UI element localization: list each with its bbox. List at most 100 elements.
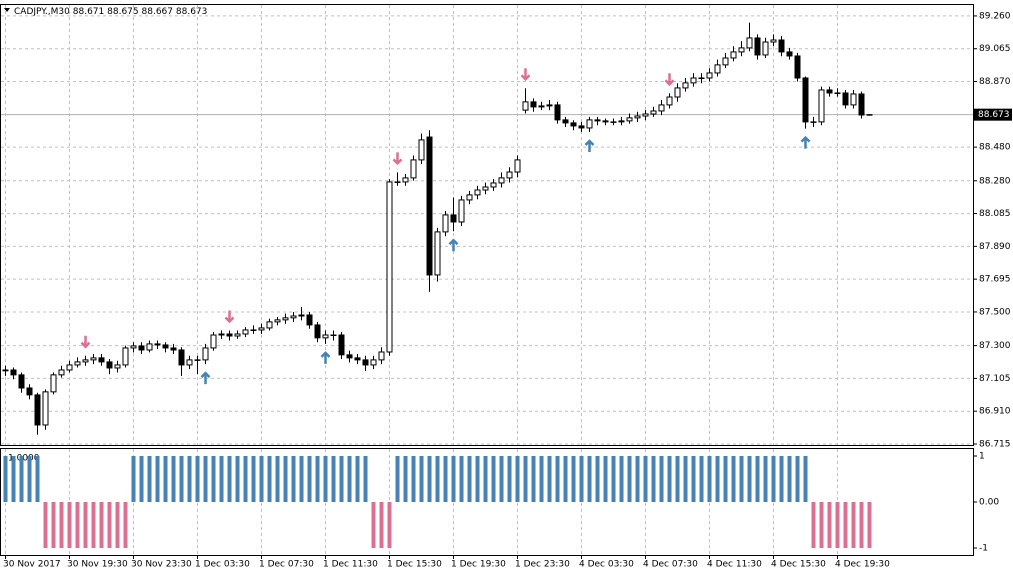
indicator-bar	[619, 455, 624, 502]
candle-body	[10, 369, 17, 376]
candle-body	[442, 214, 449, 233]
header: CADJPY.,M30 88.671 88.675 88.667 88.673	[4, 7, 207, 17]
x-tick-label: 30 Nov 23:30	[131, 560, 192, 570]
candle-body	[754, 37, 761, 56]
sell-arrow	[224, 310, 235, 324]
candle-body	[730, 51, 737, 59]
candle-body	[106, 361, 113, 369]
candle-body	[314, 324, 321, 339]
indicator-bar	[3, 455, 8, 502]
indicator-bar	[827, 502, 832, 549]
indicator-bar	[411, 455, 416, 502]
candle-body	[274, 319, 281, 323]
indicator-bar	[267, 455, 272, 502]
x-tick-label: 1 Dec 15:30	[387, 560, 442, 570]
candle-body	[714, 64, 721, 74]
indicator-bar	[419, 455, 424, 502]
indicator-bar	[835, 502, 840, 549]
sell-arrow	[80, 335, 91, 349]
candle-body	[834, 92, 841, 94]
x-tick-label: 4 Dec 15:30	[771, 560, 826, 570]
candle-body	[858, 93, 865, 116]
candle-body	[554, 104, 561, 121]
candle-body	[530, 101, 537, 108]
candle-body	[586, 119, 593, 129]
indicator-bar	[371, 502, 376, 549]
indicator-bar	[91, 502, 96, 549]
y-tick-label: 89.065	[979, 44, 1011, 54]
candle-body	[162, 344, 169, 349]
indicator-bar	[507, 455, 512, 502]
candle-body	[450, 214, 457, 223]
indicator-bar	[483, 455, 488, 502]
candle-body	[346, 354, 353, 359]
x-tick-label: 4 Dec 07:30	[643, 560, 698, 570]
candle-body	[50, 374, 57, 393]
indicator-bar	[35, 455, 40, 502]
indicator-bar	[315, 455, 320, 502]
candle-body	[650, 110, 657, 115]
indicator-bar	[171, 455, 176, 502]
indicator-bar	[163, 455, 168, 502]
main-panel	[0, 4, 974, 446]
y-tick-label: 88.085	[979, 209, 1011, 219]
indicator-bar	[795, 455, 800, 502]
last-low: 88.667	[142, 7, 174, 17]
last-close: 88.673	[176, 7, 208, 17]
indicator-bar	[603, 455, 608, 502]
candle-body	[778, 39, 785, 53]
x-tick-label: 4 Dec 19:30	[835, 560, 890, 570]
candle-body	[338, 334, 345, 356]
indicator-bar	[851, 502, 856, 549]
indicator-bar	[355, 455, 360, 502]
candle-body	[74, 361, 81, 366]
indicator-bar	[339, 455, 344, 502]
candle-body	[138, 345, 145, 351]
y-tick-label: 88.480	[979, 143, 1011, 153]
indicator-bar	[579, 455, 584, 502]
candle-body	[722, 57, 729, 66]
candle-body	[58, 369, 65, 376]
y-tick-label: 88.870	[979, 77, 1011, 87]
candle-body	[458, 199, 465, 223]
indicator-bar	[99, 502, 104, 549]
y-tick-label: 88.280	[979, 176, 1011, 186]
indicator-bar	[27, 455, 32, 502]
indicator-bar	[643, 455, 648, 502]
indicator-bar	[155, 455, 160, 502]
candle-body	[562, 119, 569, 124]
indicator-bar	[299, 455, 304, 502]
indicator-bar	[571, 455, 576, 502]
candle-body	[466, 194, 473, 201]
candle-body	[322, 334, 329, 339]
candle-body	[434, 231, 441, 276]
candle-body	[666, 96, 673, 106]
candle-body	[370, 359, 377, 366]
indicator-bar	[467, 455, 472, 502]
indicator-bar	[251, 455, 256, 502]
sell-arrow	[520, 68, 531, 82]
indicator-bar	[595, 455, 600, 502]
candle-body	[82, 359, 89, 363]
candle-body	[98, 357, 105, 363]
candle-body	[330, 334, 337, 336]
indicator-bar	[67, 502, 72, 549]
indicator-bar	[51, 502, 56, 549]
candle-body	[482, 186, 489, 191]
indicator-bar	[59, 502, 64, 549]
x-tick-label: 1 Dec 23:30	[515, 560, 570, 570]
candle-body	[866, 114, 873, 116]
candle-body	[202, 347, 209, 361]
candle-body	[810, 121, 817, 123]
indicator-bar	[139, 455, 144, 502]
candle-body	[738, 47, 745, 53]
indicator-bar	[11, 455, 16, 502]
candle-body	[26, 387, 33, 396]
indicator-bar	[259, 455, 264, 502]
indicator-bar	[347, 455, 352, 502]
indicator-bar	[659, 455, 664, 502]
candle-body	[186, 359, 193, 366]
candle-body	[66, 364, 73, 371]
indicator-bar	[531, 455, 536, 502]
candle-body	[850, 93, 857, 106]
